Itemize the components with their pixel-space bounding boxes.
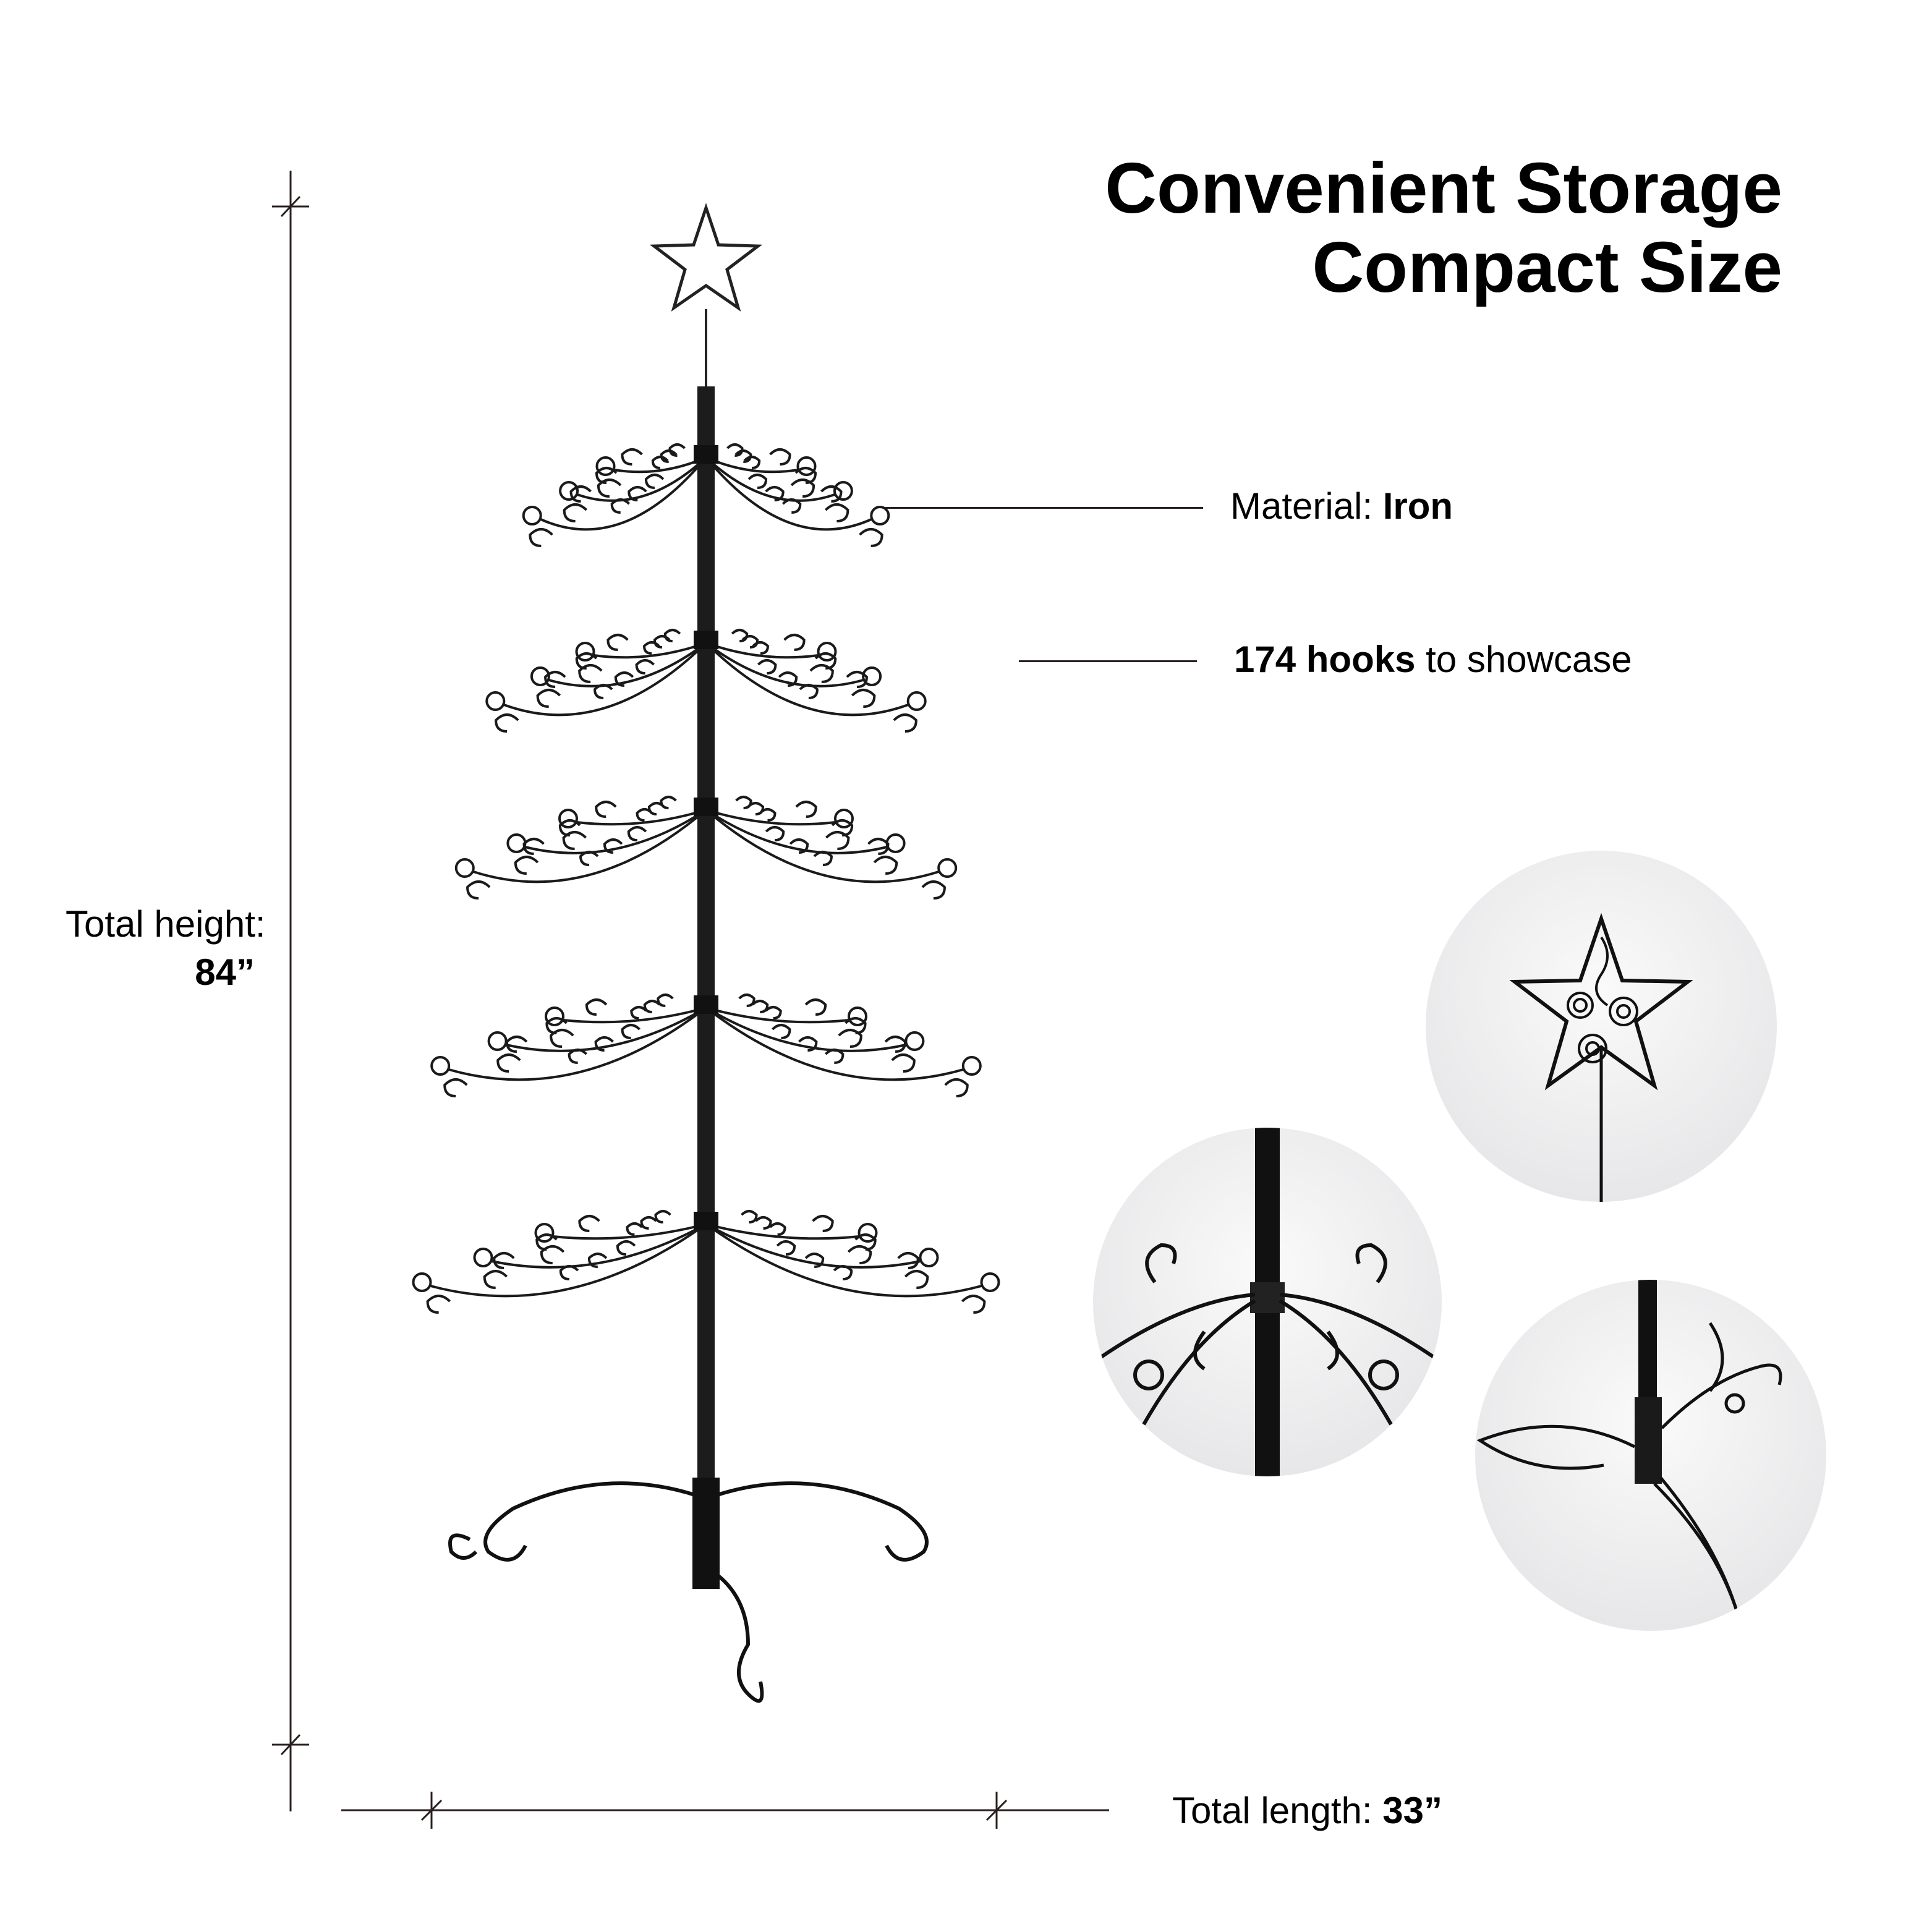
- material-leader-line: [885, 507, 1203, 509]
- title-line-1: Convenient Storage: [1105, 148, 1782, 228]
- title-line-2: Compact Size: [1312, 227, 1782, 307]
- tree-base: [448, 1481, 929, 1703]
- branch-collar-1: [694, 445, 718, 464]
- length-label: Total length:: [1172, 1790, 1383, 1831]
- hooks-suffix: to showcase: [1415, 639, 1632, 680]
- base-sleeve: [692, 1478, 720, 1589]
- height-label: Total height:: [66, 903, 266, 945]
- branch-collar-5: [694, 1212, 718, 1230]
- branch-tier-5: [412, 1210, 1000, 1314]
- star-icon: [1509, 913, 1693, 1202]
- page-title: Convenient Storage Compact Size: [1105, 148, 1782, 307]
- length-spec: Total length: 33”: [1172, 1789, 1442, 1832]
- material-spec: Material: Iron: [1230, 485, 1453, 527]
- material-value: Iron: [1382, 485, 1453, 527]
- branch-joint-closeup: [1093, 1128, 1442, 1476]
- hooks-spec: 174 hooks to showcase: [1234, 638, 1632, 681]
- length-value: 33”: [1382, 1790, 1442, 1831]
- tree-star-icon: [649, 203, 763, 312]
- star-topper-closeup: [1426, 851, 1777, 1202]
- branch-tier-3: [454, 796, 958, 900]
- material-label: Material:: [1230, 485, 1383, 527]
- hooks-leader-line: [1019, 660, 1197, 662]
- branch-collar-3: [694, 798, 718, 816]
- base-stand-icon: [1476, 1280, 1782, 1627]
- branch-tier-4: [430, 994, 982, 1097]
- tree-pole: [697, 386, 715, 1586]
- branch-collar-4: [694, 995, 718, 1014]
- branch-collar-2: [694, 631, 718, 649]
- branch-tier-1: [522, 443, 890, 547]
- branch-tier-2: [485, 629, 927, 733]
- height-value: 84”: [195, 951, 255, 993]
- hooks-count: 174 hooks: [1234, 639, 1416, 680]
- base-stand-closeup: [1475, 1280, 1826, 1631]
- branch-joint-icon: [1093, 1128, 1442, 1476]
